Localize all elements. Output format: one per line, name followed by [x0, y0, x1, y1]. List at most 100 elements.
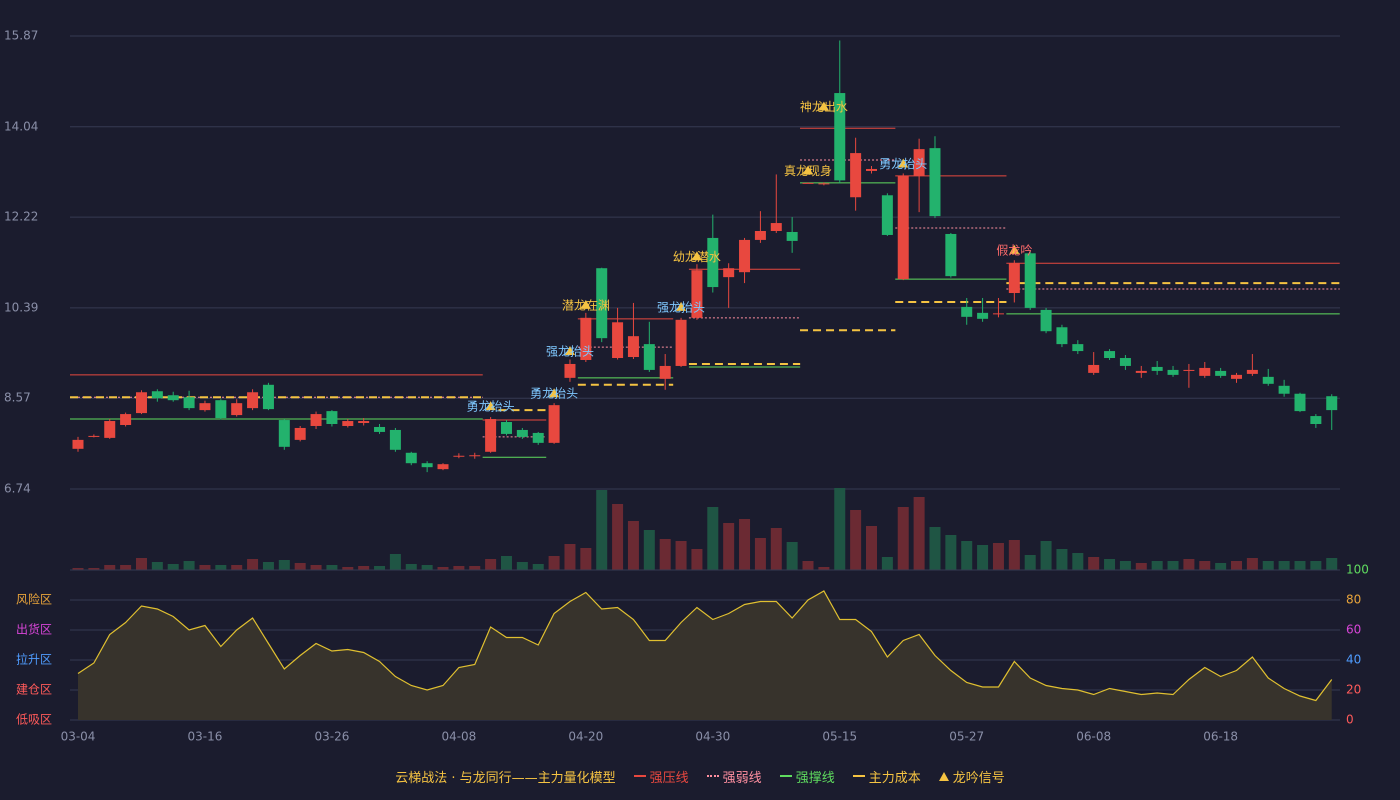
candle-body [500, 422, 512, 434]
x-tick-label: 03-04 [61, 730, 96, 744]
candle-body [675, 319, 687, 366]
legend-label: 强弱线 [722, 770, 762, 786]
x-tick-label: 03-26 [314, 730, 349, 744]
volume-bar [1040, 541, 1052, 570]
volume-bar [104, 565, 116, 570]
candle-body [1326, 396, 1338, 411]
volume-bar [961, 541, 973, 570]
candle-body [104, 421, 116, 438]
volume-bar [532, 564, 544, 570]
volume-bar [1167, 561, 1179, 570]
candle-body [469, 455, 481, 457]
signal-label: 假龙吟 [996, 242, 1032, 257]
volume-bar [389, 554, 401, 570]
candle-body [1119, 358, 1131, 366]
candle-body [977, 312, 989, 319]
candle-body [485, 419, 497, 452]
volume-bar [691, 549, 703, 570]
candle-body [1056, 327, 1068, 345]
x-tick-label: 06-08 [1076, 730, 1111, 744]
candle-body [945, 233, 957, 277]
legend-label: 龙吟信号 [952, 770, 1005, 786]
candle-body [215, 400, 227, 419]
volume-bar [120, 565, 132, 570]
volume-bar [1088, 557, 1100, 570]
volume-bar [1199, 561, 1211, 570]
candle-body [374, 426, 386, 432]
legend-label: 主力成本 [868, 770, 921, 786]
signal-marker [564, 346, 575, 356]
y-tick-label: 6.74 [4, 482, 31, 496]
candle-body [278, 420, 290, 447]
volume-bar [723, 523, 735, 570]
volume-bar [310, 565, 322, 570]
candle-body [1278, 385, 1290, 394]
zone-label: 风险区 [16, 592, 52, 607]
candle-body [834, 93, 846, 181]
volume-bar [1294, 561, 1306, 570]
volume-bar [1135, 563, 1147, 570]
candle-body [802, 182, 814, 184]
candle-body [516, 429, 528, 437]
volume-bar [1024, 555, 1036, 570]
volume-bar [1183, 559, 1195, 570]
candle-body [1294, 393, 1306, 412]
signal-marker [818, 101, 829, 111]
zone-label: 建仓区 [16, 683, 52, 697]
candle-body [881, 195, 893, 235]
volume-bar [643, 530, 655, 570]
volume-bar [786, 542, 798, 570]
candle-body [437, 464, 449, 470]
volume-bar [802, 561, 814, 570]
volume-bar [834, 488, 846, 570]
y2-tick-label: 40 [1346, 653, 1361, 667]
y2-tick-label: 20 [1346, 683, 1361, 697]
candle-body [1088, 364, 1100, 373]
candle-body [866, 168, 877, 171]
volume-bar [231, 565, 243, 570]
candle-body [961, 306, 973, 317]
candle-body [897, 175, 909, 280]
signal-marker [803, 165, 814, 175]
candle-body [659, 365, 671, 379]
volume-bar [405, 564, 417, 570]
volume-bar [754, 538, 766, 570]
x-tick-label: 04-08 [441, 730, 476, 744]
volume-bar [167, 564, 179, 570]
volume-bar [612, 504, 624, 570]
x-tick-label: 04-30 [695, 730, 730, 744]
candle-body [72, 439, 84, 449]
candle-body [262, 384, 274, 410]
volume-bar [199, 565, 211, 570]
volume-bar [72, 568, 84, 570]
signal-marker [898, 158, 909, 168]
signal-marker [549, 388, 560, 398]
y2-tick-label: 0 [1346, 713, 1354, 727]
candle-body [1199, 367, 1211, 376]
candle-body [183, 397, 195, 409]
volume-bar [135, 558, 147, 570]
y-tick-label: 14.04 [4, 119, 38, 133]
signal-label: 幼龙潜水 [673, 250, 721, 264]
volume-bar [469, 566, 481, 570]
volume-bar [707, 507, 719, 570]
oscillator-area [78, 591, 1332, 720]
volume-bar [992, 543, 1004, 570]
candle-body [1151, 366, 1163, 371]
volume-bar [278, 560, 290, 570]
volume-bar [627, 521, 639, 570]
volume-bar [1278, 561, 1290, 570]
candle-body [691, 270, 703, 318]
candle-body [247, 392, 259, 409]
candle-body [643, 344, 655, 370]
volume-bar [1215, 563, 1227, 570]
signal-marker [485, 401, 496, 411]
signal-marker [676, 301, 687, 311]
candle-body [992, 313, 1004, 315]
legend-item: 主力成本 [852, 767, 921, 786]
candle-body [1072, 344, 1084, 352]
signal-label: 潜龙在渊 [562, 298, 610, 312]
candle-body [754, 230, 766, 240]
candle-body [548, 405, 560, 443]
volume-bar [1104, 559, 1116, 570]
